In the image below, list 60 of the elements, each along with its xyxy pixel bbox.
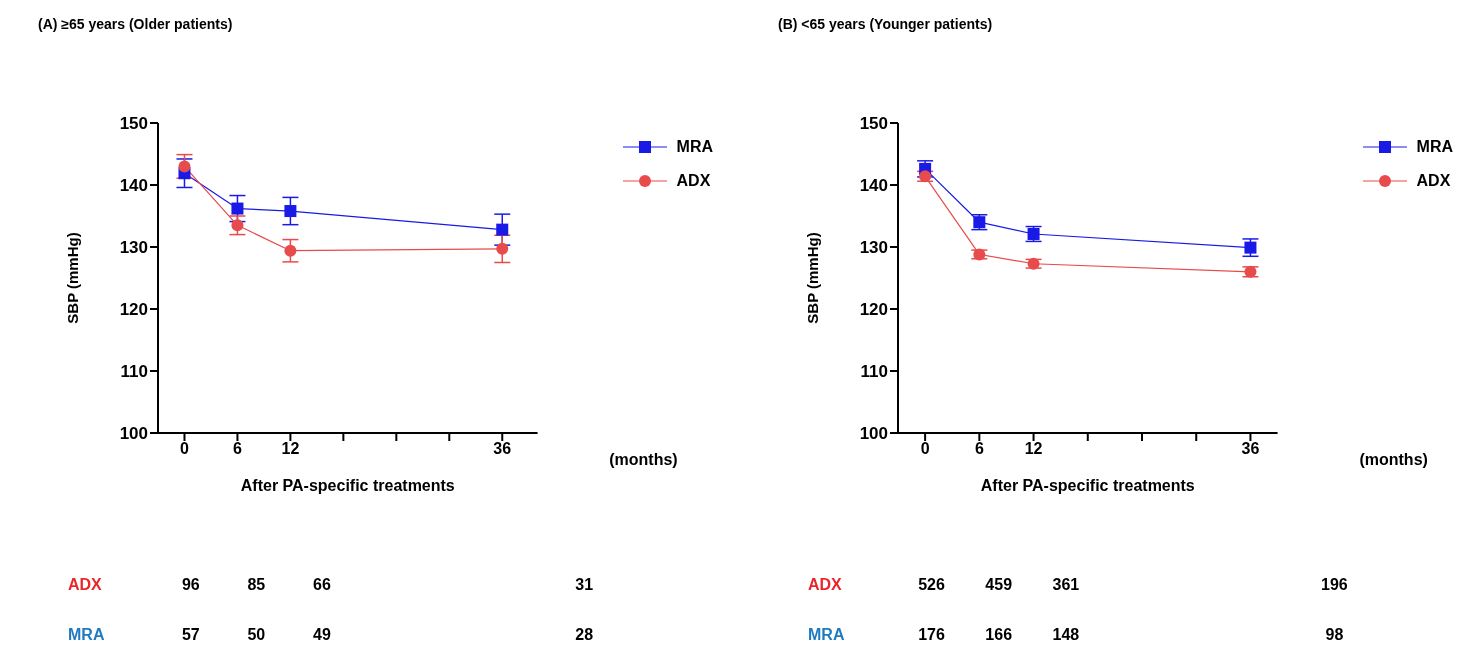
legend-label: ADX xyxy=(676,172,711,190)
text: 57 xyxy=(180,626,201,644)
y-tick-label: 100 xyxy=(859,424,888,444)
text: 148 xyxy=(1051,626,1081,644)
y-tick-label: 150 xyxy=(859,114,888,134)
point xyxy=(284,244,297,257)
text: 166 xyxy=(984,626,1014,644)
text: (months) xyxy=(1359,451,1428,469)
text: ADX xyxy=(808,576,842,594)
text: (months) xyxy=(609,451,678,469)
y-tick-label: 130 xyxy=(859,238,888,258)
y-tick-label: 110 xyxy=(120,362,148,382)
x-tick-label: 6 xyxy=(232,440,242,458)
x-tick-label: 0 xyxy=(180,440,190,458)
text: 49 xyxy=(312,626,332,644)
text: 50 xyxy=(246,626,267,644)
y-tick-label: 140 xyxy=(119,176,148,196)
y-tick-label: 100 xyxy=(119,424,148,444)
text: 96 xyxy=(180,576,201,594)
x-tick-label: 0 xyxy=(920,440,930,458)
legend-label: MRA xyxy=(676,138,713,156)
x-tick-label: 36 xyxy=(493,440,512,458)
y-tick-label: 120 xyxy=(859,300,888,320)
text: 28 xyxy=(574,626,595,644)
y-tick-label: 150 xyxy=(119,114,148,134)
x-tick-label: 6 xyxy=(974,440,984,458)
point xyxy=(178,160,191,173)
x-axis-title: After PA-specific treatments xyxy=(980,477,1195,494)
chart-title: (B) <65 years (Younger patients) xyxy=(778,16,993,32)
point xyxy=(231,219,244,232)
x-tick-label: 12 xyxy=(281,440,300,458)
x-axis-title: After PA-specific treatments xyxy=(240,477,455,494)
point xyxy=(284,205,297,218)
text: MRA xyxy=(68,626,105,644)
text: ADX xyxy=(68,576,102,594)
text: 66 xyxy=(312,576,332,594)
chart-title: (A) ≥65 years (Older patients) xyxy=(38,16,233,32)
y-tick-label: 130 xyxy=(119,238,148,258)
text: 459 xyxy=(984,576,1014,594)
text: 196 xyxy=(1320,576,1349,594)
x-tick-label: 12 xyxy=(1024,440,1043,458)
point xyxy=(1244,241,1257,254)
point xyxy=(496,223,509,236)
legend-label: ADX xyxy=(1416,172,1451,190)
y-tick-label: 110 xyxy=(860,362,888,382)
y-axis-title: SBP (mmHg) xyxy=(64,232,82,324)
text: 526 xyxy=(917,576,946,594)
y-tick-label: 140 xyxy=(859,176,888,196)
x-tick-label: 36 xyxy=(1241,440,1260,458)
legend-label: MRA xyxy=(1416,138,1453,156)
y-axis-title: SBP (mmHg) xyxy=(804,232,822,324)
text: MRA xyxy=(808,626,845,644)
text: 176 xyxy=(917,626,946,644)
text: 361 xyxy=(1051,576,1081,594)
text: 98 xyxy=(1324,626,1345,644)
y-tick-label: 120 xyxy=(119,300,148,320)
text: 85 xyxy=(246,576,267,594)
point xyxy=(496,242,509,255)
point xyxy=(231,202,244,215)
text: 31 xyxy=(574,576,595,594)
